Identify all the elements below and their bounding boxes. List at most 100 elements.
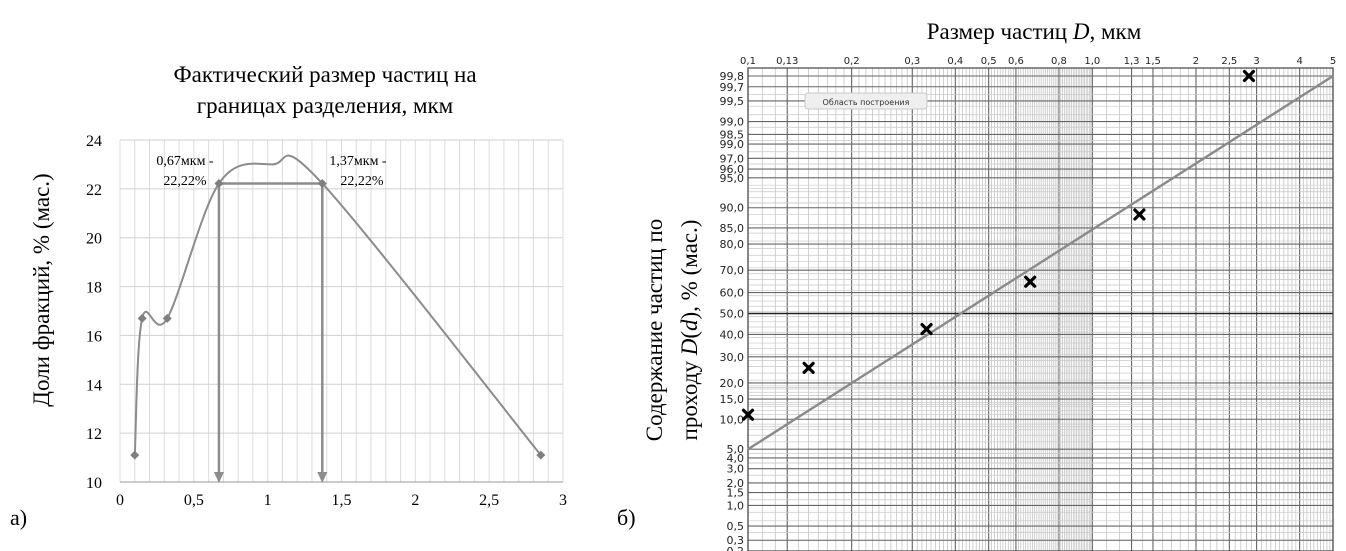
x-tick-label: 1,5 [332,492,352,509]
y-tick-label: 70,0 [720,264,745,277]
y-tick-label: 99,8 [720,70,745,83]
data-point [1024,275,1037,288]
x-tick-label: 0,5 [981,56,997,67]
y-tick-label: 20 [86,231,102,248]
chart-a-series [130,154,546,483]
chart-b-tick-labels: 0,1 0,13 0,2 0,3 0,4 0,5 0,6 0,8 1,0 1,3 1,5 2 2,5 3 4… [720,56,1337,551]
chart-a-title-line-2: границах разделения, мкм [197,93,454,118]
chart-a-tick-labels: 0 0,5 1 1,5 2 2,5 3 10 12 14 16 18 20 22 24 [86,133,567,509]
y-tick-label: 12 [86,426,102,443]
y-tick-label: 99,0 [720,116,745,129]
boundary-arrow-head [213,472,224,483]
y-tick-label: 30,0 [720,351,745,364]
annotation-value: 22,22% [163,174,207,189]
data-point [741,408,755,421]
y-tick-label: 0,3 [727,534,745,547]
chart-b-title: Размер частиц D, мкм [927,19,1142,44]
y-tick-label: 20,0 [720,377,745,390]
chart-a-grid [119,139,564,483]
y-tick-label: 97,0 [720,152,745,165]
x-tick-label: 1,5 [1145,56,1161,67]
fit-line [747,74,1334,451]
annotation-label: 0,67мкм - [156,154,214,169]
y-tick-label: 10,0 [720,413,745,426]
x-tick-label: 0,3 [904,56,920,67]
plot-area-tooltip-label: Область построения [823,98,910,107]
x-tick-label: 5 [1330,56,1336,67]
x-tick-label: 4 [1296,56,1302,67]
y-tick-label: 40,0 [720,328,745,341]
y-tick-label: 85,0 [720,222,745,235]
y-tick-label: 2,0 [727,477,745,490]
chart-a: 0 0,5 1 1,5 2 2,5 3 10 12 14 16 18 20 22 24 0,67мкм - 2… [10,62,567,530]
x-tick-label: 1,3 [1124,56,1140,67]
annotation-value: 22,22% [340,174,384,189]
y-tick-label: 80,0 [720,238,745,251]
x-tick-label: 0,6 [1008,56,1024,67]
y-tick-label: 98,5 [720,128,745,141]
y-tick-label: 95,0 [720,172,745,185]
x-tick-label: 1 [264,492,272,509]
y-tick-label: 99,7 [720,81,745,94]
plot-frame [747,67,1334,551]
x-tick-label: 0,4 [947,56,963,67]
y-tick-label: 3,0 [727,463,745,476]
chart-b-series [741,69,1334,451]
x-tick-label: 0,13 [776,56,798,67]
x-tick-label: 0,1 [740,56,756,67]
chart-b-grid [747,67,1334,551]
chart-b: 0,1 0,13 0,2 0,3 0,4 0,5 0,6 0,8 1,0 1,3 1,5 2 2,5 3 4… [617,19,1336,551]
x-tick-label: 2,5 [479,492,499,509]
y-tick-label: 22 [86,182,102,199]
x-tick-label: 1,0 [1084,56,1100,67]
x-tick-label: 0,2 [844,56,860,67]
x-tick-label: 2 [411,492,419,509]
y-tick-label: 14 [86,377,102,394]
panel-b-letter: б) [617,505,636,530]
y-tick-label: 16 [86,328,102,345]
data-point [1242,69,1256,83]
boundary-arrow-head [317,472,328,483]
x-tick-label: 0 [116,492,124,509]
x-tick-label: 3 [1253,56,1259,67]
plot-area-tooltip: Область построения [804,92,928,110]
x-tick-label: 0,5 [184,492,204,509]
data-point [214,178,224,188]
data-point [317,178,327,188]
y-tick-label: 96,0 [720,163,745,176]
data-point [536,450,546,460]
data-point [1133,208,1146,221]
data-point [130,450,140,460]
data-point [137,313,147,323]
chart-b-y-axis-label-line-1: Содержание частиц по [642,219,667,441]
panel-a-letter: а) [10,505,27,530]
y-tick-label: 5,0 [727,443,745,456]
data-point [802,361,815,374]
x-tick-label: 0,8 [1051,56,1067,67]
chart-a-title-line-1: Фактический размер частиц на [173,62,476,87]
y-tick-label: 18 [86,280,102,297]
y-tick-label: 24 [86,133,102,150]
y-tick-label: 4,0 [727,452,745,465]
x-tick-label: 2 [1193,56,1199,67]
x-tick-label: 2,5 [1221,56,1237,67]
y-tick-label: 1,5 [727,487,745,500]
annotation-label: 1,37мкм - [329,154,387,169]
data-point [920,323,933,336]
y-tick-label: 0,2 [727,545,745,551]
x-tick-label: 3 [559,492,567,509]
chart-b-y-axis-label-line-2: проходу D(d), % (мас.) [677,220,702,441]
y-tick-label: 99,0 [720,138,745,151]
y-tick-label: 0,5 [727,520,745,533]
chart-a-annotations: 0,67мкм - 22,22% 1,37мкм - 22,22% [156,154,387,189]
y-tick-label: 99,5 [720,95,745,108]
y-tick-label: 60,0 [720,287,745,300]
y-tick-label: 1,0 [727,499,745,512]
y-tick-label: 15,0 [720,393,745,406]
y-tick-label: 90,0 [720,202,745,215]
data-point [162,313,172,323]
y-tick-label: 10 [86,475,102,492]
chart-a-y-axis-label: Доли фракций, % (мас.) [29,173,54,406]
y-tick-label: 50,0 [720,308,745,321]
